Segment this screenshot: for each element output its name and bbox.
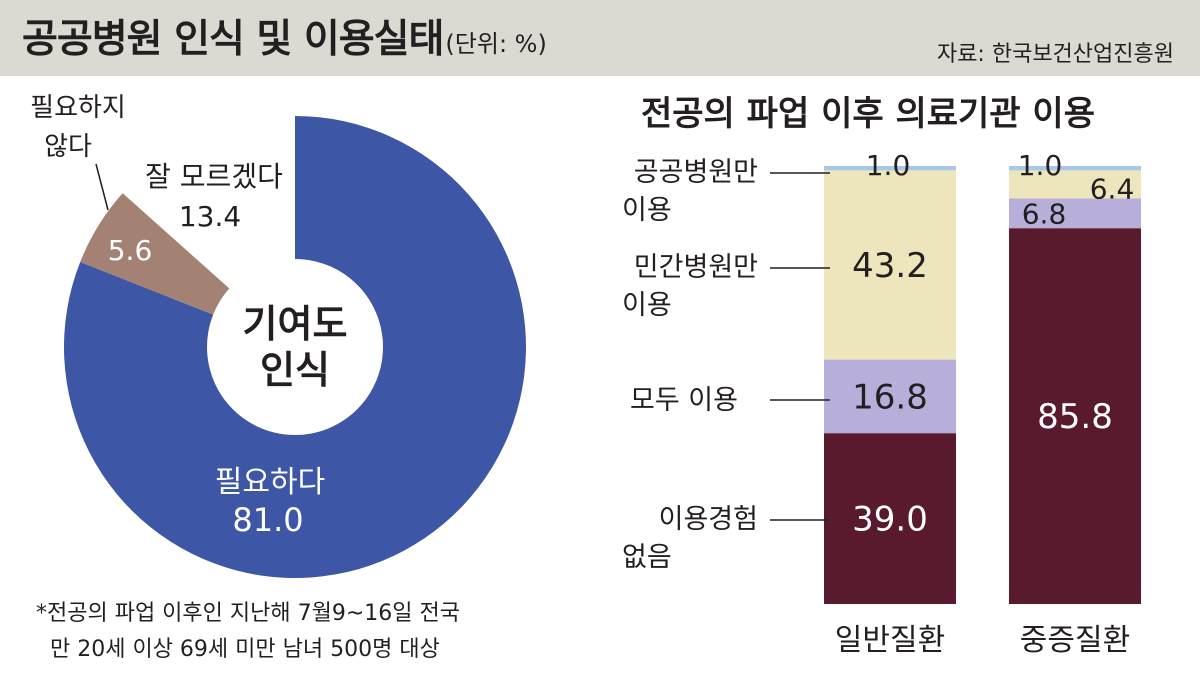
value-label-1-2: 6.4: [1090, 172, 1135, 205]
legend-label-3-0: 이용경험: [659, 504, 758, 535]
bar-segment-0-1: [824, 359, 956, 434]
value-label-0-0: 39.0: [852, 500, 928, 540]
value-label-0-3: 1.0: [866, 149, 911, 182]
donut-center-label-2: 인식: [260, 348, 330, 392]
note-line-2: 만 20세 이상 69세 미만 남녀 500명 대상: [50, 637, 440, 662]
source-label: 자료: 한국보건산업진흥원: [936, 42, 1174, 67]
legend-label-0-1: 이용: [622, 195, 672, 226]
unit-label: (단위: %): [445, 30, 547, 58]
slice-value-unknown: 13.4: [179, 200, 241, 233]
value-label-1-1: 6.8: [1022, 197, 1067, 230]
donut-slice-unknown: [122, 115, 296, 289]
bar-segment-0-0: [824, 433, 956, 604]
legend-label-0-0: 공공병원만: [634, 157, 758, 188]
bar-segment-0-2: [824, 170, 956, 360]
slice-label-unknown: 잘 모르겠다: [145, 160, 283, 193]
value-label-0-2: 43.2: [852, 246, 928, 286]
value-label-1-3: 1.0: [1018, 149, 1063, 182]
donut-slice-not-needed: [80, 193, 230, 315]
donut-center-label-1: 기여도: [243, 302, 348, 346]
category-label-0: 일반질환: [835, 623, 945, 658]
slice-label-not-needed-1: 필요하지: [30, 93, 126, 123]
slice-value-not-needed: 5.6: [108, 234, 153, 267]
note-line-1: *전공의 파업 이후인 지난해 7월9~16일 전국: [36, 601, 460, 626]
donut-slice-needed: [64, 116, 527, 578]
slice-leader-line: [95, 163, 109, 211]
bar-segment-0-3: [824, 166, 956, 171]
bar-segment-1-1: [1009, 198, 1141, 229]
header-bar: 공공병원 인식 및 이용실태(단위: %) 자료: 한국보건산업진흥원: [0, 0, 1200, 76]
slice-label-not-needed-2: 않다: [44, 132, 92, 162]
bar-segment-1-2: [1009, 170, 1141, 199]
bar-segment-1-0: [1009, 228, 1141, 605]
value-label-0-1: 16.8: [852, 377, 928, 417]
title-text: 공공병원 인식 및 이용실태: [22, 17, 444, 62]
legend-label-1-1: 이용: [622, 290, 672, 321]
legend-label-2-0: 모두 이용: [630, 385, 738, 416]
legend-label-3-1: 없음: [622, 542, 672, 573]
page-title: 공공병원 인식 및 이용실태(단위: %): [22, 8, 547, 64]
survey-note: *전공의 파업 이후인 지난해 7월9~16일 전국 만 20세 이상 69세 …: [36, 596, 460, 668]
slice-label-needed: 필요하다: [215, 465, 325, 500]
legend-label-1-0: 민간병원만: [634, 252, 758, 283]
category-label-1: 중증질환: [1020, 623, 1130, 658]
bar-chart-title: 전공의 파업 이후 의료기관 이용: [641, 94, 1095, 134]
value-label-1-0: 85.8: [1037, 397, 1113, 437]
bar-segment-1-3: [1009, 166, 1141, 171]
slice-value-needed: 81.0: [232, 501, 303, 539]
